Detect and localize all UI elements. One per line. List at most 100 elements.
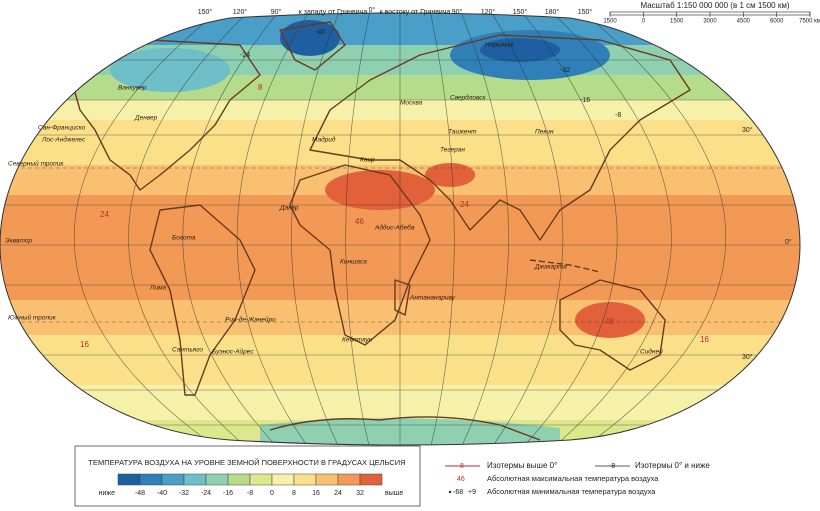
place: Лима xyxy=(149,285,167,292)
isotherm-label: -32 xyxy=(560,67,570,74)
latitude: 30° xyxy=(742,353,753,361)
isotherm-label: 46 xyxy=(355,217,364,226)
legend-label: -8 xyxy=(247,490,253,497)
globe-outline xyxy=(0,12,801,446)
symbol-sample: -68 xyxy=(453,489,463,496)
place: Сан-Франциско xyxy=(38,125,86,132)
symbol-legend: 8 Изотермы выше 0° -8 Изотермы 0° и ниже… xyxy=(445,461,710,496)
scale-tick-label: 1500 xyxy=(603,19,617,25)
place: Кейптаун xyxy=(342,336,373,344)
legend-label: 16 xyxy=(312,490,320,497)
symbol-label: Изотермы 0° и ниже xyxy=(635,461,710,470)
symbol-dot xyxy=(448,490,452,494)
legend-label: 32 xyxy=(356,490,364,497)
meridian xyxy=(549,13,672,445)
isotherm-label: -8 xyxy=(615,112,621,119)
scale-title: Масштаб 1:150 000 000 (в 1 см 1500 км) xyxy=(640,1,789,10)
symbol-sample: -8 xyxy=(609,463,615,470)
place: Джакарта xyxy=(534,264,567,271)
meridian xyxy=(128,13,251,445)
meridian xyxy=(519,13,618,445)
legend-swatch xyxy=(359,473,383,486)
longitude: 180° xyxy=(545,8,560,16)
place: Буэнос-Айрес xyxy=(212,348,254,356)
isotherm-label: -16 xyxy=(580,97,590,104)
place: Свердловск xyxy=(450,94,487,102)
scale-tick-label: 0 xyxy=(642,19,646,25)
scale-tick-label: 3000 xyxy=(703,19,717,25)
place: Каир xyxy=(360,157,375,164)
longitude: 90° xyxy=(452,8,463,16)
scale-tick-label: 4500 xyxy=(737,19,751,25)
legend-swatch xyxy=(183,473,207,486)
map-labels: Экватор Северный тропик Южный тропик 30°… xyxy=(5,29,792,361)
legend-label: ниже xyxy=(99,490,115,497)
isotherm-label: 24 xyxy=(100,210,109,219)
graticule xyxy=(0,13,800,445)
symbol-label: Абсолютная минимальная температура возду… xyxy=(487,487,656,496)
place: Ванкувер xyxy=(118,85,147,92)
place: Тегеран xyxy=(440,147,465,154)
meridian xyxy=(291,13,341,445)
legend-label: 8 xyxy=(292,490,296,497)
scale-tick-label: 6000 xyxy=(770,19,784,25)
place: Мадрид xyxy=(312,136,336,144)
place: Лос-Анджелес xyxy=(41,136,86,144)
legend-label: выше xyxy=(385,490,403,497)
meridian xyxy=(182,13,281,445)
legend-swatch xyxy=(205,473,229,486)
legend-swatch xyxy=(293,473,317,486)
longitude: 150° xyxy=(198,8,213,16)
legend-swatch xyxy=(139,473,163,486)
longitude: 90° xyxy=(271,8,282,16)
line-label: Северный тропик xyxy=(8,160,64,168)
legend-swatch xyxy=(249,473,273,486)
legend-label: -48 xyxy=(135,490,145,497)
latitude: 0° xyxy=(785,238,792,246)
legend-label: 0 xyxy=(270,490,274,497)
legend-swatch xyxy=(337,473,361,486)
place: Богота xyxy=(172,235,196,242)
place: Сантьяго xyxy=(172,347,203,354)
symbol-label: Абсолютная максимальная температура возд… xyxy=(487,474,659,483)
longitude: 120° xyxy=(481,8,496,16)
isotherm-label: 16 xyxy=(700,335,709,344)
legend-label: -32 xyxy=(179,490,189,497)
meridian xyxy=(345,13,371,445)
isotherm-label: 8 xyxy=(258,83,263,92)
continents xyxy=(69,21,691,441)
meridian xyxy=(429,13,455,445)
scale-tick-label: 7500 км xyxy=(799,19,820,25)
scale: Масштаб 1:150 000 000 (в 1 см 1500 км) 1… xyxy=(603,1,820,24)
isotherm-label: -40 xyxy=(315,29,325,36)
meridian xyxy=(73,13,221,445)
place: Норильск xyxy=(485,42,515,49)
place: Ташкент xyxy=(448,129,477,136)
longitude: 0° xyxy=(369,6,376,14)
isotherm-label: 48 xyxy=(605,317,614,326)
legend-swatch xyxy=(227,473,251,486)
symbol-sample: +9 xyxy=(468,489,476,496)
meridian xyxy=(489,13,564,445)
latitude: 30° xyxy=(742,126,753,134)
place: Москва xyxy=(400,100,423,107)
place: Рио-де-Жанейро xyxy=(225,316,276,324)
legend-swatch xyxy=(161,473,185,486)
legend-label: 24 xyxy=(334,490,342,497)
place: Аддис-Абеба xyxy=(374,224,415,232)
legend-swatch xyxy=(315,473,339,486)
meridian xyxy=(459,13,509,445)
longitude: к западу от Гринвича xyxy=(299,9,368,16)
symbol-sample: 46 xyxy=(457,476,465,483)
legend-title: ТЕМПЕРАТУРА ВОЗДУХА НА УРОВНЕ ЗЕМНОЙ ПОВ… xyxy=(88,458,405,467)
legend-label: -40 xyxy=(157,490,167,497)
isotherm-label: 16 xyxy=(80,340,89,349)
longitude: 150° xyxy=(578,8,593,16)
meridian xyxy=(579,13,727,445)
place: Денвер xyxy=(134,115,158,122)
isotherm-label: 24 xyxy=(460,200,469,209)
place: Сидней xyxy=(640,348,663,356)
line-label: Экватор xyxy=(5,238,32,245)
legend-swatch xyxy=(117,473,141,486)
